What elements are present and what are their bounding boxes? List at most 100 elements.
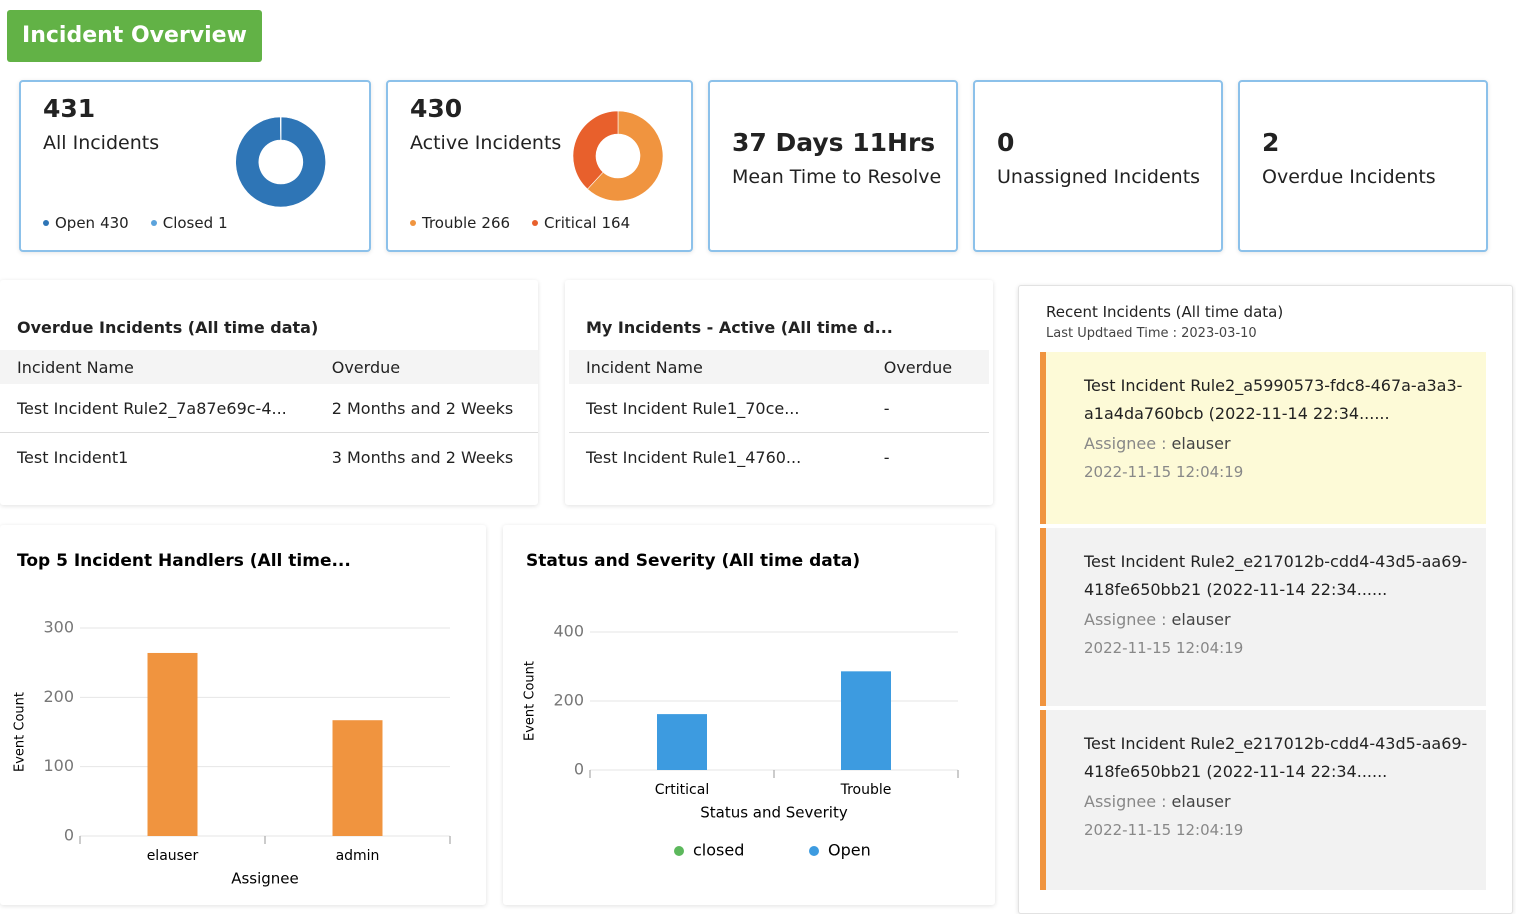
bar <box>841 671 891 770</box>
chart-title: Status and Severity (All time data) <box>526 551 860 571</box>
bar <box>147 652 198 836</box>
item-time: 2022-11-15 12:04:19 <box>1084 821 1244 839</box>
legend-dot <box>43 219 49 226</box>
chart: Status and Severity (All time data) 0 200 4… <box>523 551 959 860</box>
donut-slice <box>587 110 664 202</box>
legend-dot <box>532 219 539 226</box>
cell: Test Incident1 <box>17 447 129 467</box>
column-header: Overdue <box>314 350 538 384</box>
kpi-value: 2 <box>1262 128 1280 157</box>
kpi-value: 37 Days 11Hrs <box>732 128 936 157</box>
x-tick-label: Trouble <box>840 782 892 798</box>
legend-label: Open <box>55 214 96 232</box>
kpi-label: Overdue Incidents <box>1262 166 1436 188</box>
assignee: elauser <box>1171 434 1231 453</box>
donut-slice <box>235 116 326 208</box>
legend-label: Closed <box>162 214 214 232</box>
x-axis-title: Assignee <box>231 870 299 888</box>
legend-label: closed <box>693 841 744 860</box>
cell: 2 Months and 2 Weeks <box>314 384 538 433</box>
x-axis-title: Status and Severity <box>700 804 848 822</box>
y-axis-title: Event Count <box>523 661 538 741</box>
cell: 3 Months and 2 Weeks <box>331 447 514 467</box>
item-time: 2022-11-15 12:04:19 <box>1084 639 1244 657</box>
recent-item: Test Incident Rule2_e217012b-cdd4-43d5-a… <box>1040 528 1486 706</box>
column-header: Incident Name <box>0 350 315 384</box>
item-title: Test Incident Rule2_e217012b-cdd4-43d5-a… <box>1084 552 1468 599</box>
kpi-card: 430 Active Incidents Trouble 266 Critical 1… <box>386 80 693 252</box>
legend-label: Trouble <box>422 214 477 232</box>
y-tick-label: 300 <box>43 618 74 637</box>
donut <box>235 116 326 208</box>
overdue-panel: Overdue Incidents (All time data) Incide… <box>0 280 538 505</box>
legend-label: Critical <box>544 214 597 232</box>
y-tick-label: 200 <box>553 691 584 710</box>
x-tick-label: Crtitical <box>655 782 709 798</box>
kpi-value: 430 <box>410 94 463 123</box>
panel-title: My Incidents - Active (All time d... <box>586 318 893 337</box>
chart: Top 5 Incident Handlers (All time... 0 100… <box>13 551 451 888</box>
item-time: 2022-11-15 12:04:19 <box>1084 463 1244 481</box>
kpi-card: 2 Overdue Incidents <box>1238 80 1488 252</box>
item-title: Test Incident Rule2_a5990573-fdc8-467a-a… <box>1084 376 1463 423</box>
y-tick-label: 400 <box>553 622 584 641</box>
assignee-label: Assignee : <box>1084 434 1167 453</box>
assignee: elauser <box>1171 792 1231 811</box>
donut-slice <box>572 110 619 190</box>
assignee-label: Assignee : <box>1084 792 1167 811</box>
bar <box>657 714 707 770</box>
legend-value: 266 <box>481 214 511 232</box>
legend-dot <box>410 219 416 226</box>
legend-dot <box>674 846 684 856</box>
column-header: Overdue <box>866 350 989 384</box>
column-header: Incident Name <box>569 350 867 384</box>
kpi-value: 0 <box>997 128 1015 157</box>
updated-time: Last Updtaed Time : 2023-03-10 <box>1046 326 1257 341</box>
chart-panel: Status and Severity (All time data) 0 200 4… <box>503 525 995 905</box>
y-tick-label: 0 <box>64 826 74 845</box>
kpi-label: All Incidents <box>43 132 160 154</box>
cell: - <box>866 384 989 433</box>
my-incidents-panel: My Incidents - Active (All time d... Inc… <box>565 280 993 505</box>
item-title: Test Incident Rule2_e217012b-cdd4-43d5-a… <box>1084 734 1468 781</box>
assignee-row: Assignee : elauser <box>1084 430 1486 458</box>
kpi-label: Mean Time to Resolve <box>732 166 942 188</box>
donut <box>572 110 664 202</box>
legend-dot <box>150 219 157 226</box>
y-tick-label: 100 <box>43 756 74 775</box>
panel-title: Recent Incidents (All time data) <box>1046 303 1284 321</box>
recent-item: Test Incident Rule2_e217012b-cdd4-43d5-a… <box>1040 710 1486 890</box>
legend: Trouble 266 Critical 164 <box>410 214 652 232</box>
kpi-card: 37 Days 11Hrs Mean Time to Resolve <box>708 80 958 252</box>
cell: Test Incident Rule2_7a87e69c-4... <box>0 384 315 433</box>
donut-slice <box>280 116 282 141</box>
legend-value: 430 <box>100 214 129 232</box>
kpi-label: Active Incidents <box>410 132 562 154</box>
legend-label: Open <box>828 841 871 860</box>
recent-item: Test Incident Rule2_a5990573-fdc8-467a-a… <box>1040 352 1486 524</box>
assignee-row: Assignee : elauser <box>1084 788 1486 816</box>
table: Incident Name Overdue Test Incident Rule2… <box>0 350 538 481</box>
y-axis-title: Event Count <box>13 692 28 772</box>
cell: Test Incident Rule1_4760... <box>586 447 802 467</box>
x-tick-label: elauser <box>147 848 199 864</box>
chart-panel: Top 5 Incident Handlers (All time... 0 100… <box>0 525 486 905</box>
y-tick-label: 200 <box>43 687 74 706</box>
kpi-card: 431 All Incidents Open 430 Closed 1 <box>19 80 371 252</box>
legend-value: 164 <box>601 214 631 232</box>
kpi-value: 431 <box>43 94 96 123</box>
legend: Open 430 Closed 1 <box>43 214 250 232</box>
legend-dot <box>809 846 819 856</box>
y-tick-label: 0 <box>574 760 584 779</box>
page-title: Incident Overview <box>7 10 262 62</box>
assignee-row: Assignee : elauser <box>1084 606 1486 634</box>
cell: Test Incident Rule1_70ce... <box>569 384 867 433</box>
panel-title: Overdue Incidents (All time data) <box>17 318 319 337</box>
x-tick-label: admin <box>336 848 380 864</box>
legend-value: 1 <box>218 214 228 232</box>
table: Incident Name Overdue Test Incident Rule1… <box>569 350 989 481</box>
kpi-card: 0 Unassigned Incidents <box>973 80 1223 252</box>
bar <box>332 720 383 836</box>
kpi-label: Unassigned Incidents <box>997 166 1201 188</box>
